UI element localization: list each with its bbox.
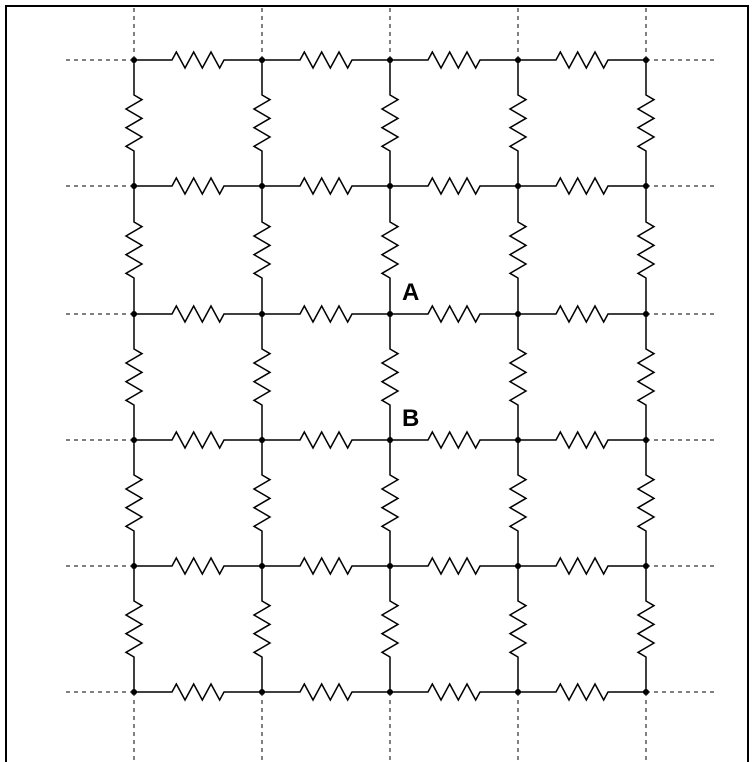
- h-resistor-r0-c0: [134, 50, 262, 70]
- v-resistor-r3-c4: [636, 440, 656, 566]
- h-resistor-r5-c0: [134, 682, 262, 702]
- node-r1-c0: [131, 183, 137, 189]
- dashed-extension-layer: [66, 8, 716, 762]
- node-r0-c1: [259, 57, 265, 63]
- h-resistor-r3-c1: [262, 430, 390, 450]
- node-label-a: A: [402, 279, 419, 306]
- wire-layer: [124, 50, 656, 702]
- node-r3-c3: [515, 437, 521, 443]
- diagram-frame: [5, 5, 749, 762]
- h-resistor-r4-c2: [390, 556, 518, 576]
- node-r4-c1: [259, 563, 265, 569]
- node-r3-c1: [259, 437, 265, 443]
- v-resistor-r4-c1: [252, 566, 272, 692]
- h-resistor-r2-c3: [518, 304, 646, 324]
- node-r5-c0: [131, 689, 137, 695]
- node-r0-c3: [515, 57, 521, 63]
- h-resistor-r5-c1: [262, 682, 390, 702]
- v-resistor-r3-c1: [252, 440, 272, 566]
- node-layer: [131, 57, 649, 695]
- h-resistor-r0-c1: [262, 50, 390, 70]
- h-resistor-r4-c3: [518, 556, 646, 576]
- h-resistor-r1-c3: [518, 176, 646, 196]
- v-resistor-r4-c3: [508, 566, 528, 692]
- h-resistor-r3-c0: [134, 430, 262, 450]
- node-r0-c4: [643, 57, 649, 63]
- h-resistor-r4-c1: [262, 556, 390, 576]
- node-r5-c1: [259, 689, 265, 695]
- node-r3-c4: [643, 437, 649, 443]
- v-resistor-r0-c3: [508, 60, 528, 186]
- node-r4-c2: [387, 563, 393, 569]
- node-r2-c3: [515, 311, 521, 317]
- v-resistor-r2-c1: [252, 314, 272, 440]
- h-resistor-r3-c3: [518, 430, 646, 450]
- h-resistor-r2-c2: [390, 304, 518, 324]
- node-r4-c4: [643, 563, 649, 569]
- h-resistor-r4-c0: [134, 556, 262, 576]
- node-r1-c1: [259, 183, 265, 189]
- v-resistor-r2-c0: [124, 314, 144, 440]
- node-r3-c2: [387, 437, 393, 443]
- node-r5-c3: [515, 689, 521, 695]
- node-r0-c2: [387, 57, 393, 63]
- h-resistor-r1-c0: [134, 176, 262, 196]
- node-r4-c3: [515, 563, 521, 569]
- node-r2-c1: [259, 311, 265, 317]
- h-resistor-r1-c2: [390, 176, 518, 196]
- v-resistor-r1-c1: [252, 186, 272, 314]
- v-resistor-r0-c2: [380, 60, 400, 186]
- h-resistor-r5-c2: [390, 682, 518, 702]
- v-resistor-r2-c3: [508, 314, 528, 440]
- h-resistor-r0-c3: [518, 50, 646, 70]
- node-r2-c4: [643, 311, 649, 317]
- h-resistor-r3-c2: [390, 430, 518, 450]
- h-resistor-r1-c1: [262, 176, 390, 196]
- v-resistor-r4-c0: [124, 566, 144, 692]
- node-label-b: B: [402, 405, 419, 432]
- v-resistor-r1-c4: [636, 186, 656, 314]
- v-resistor-r0-c1: [252, 60, 272, 186]
- node-r2-c0: [131, 311, 137, 317]
- h-resistor-r2-c0: [134, 304, 262, 324]
- h-resistor-r2-c1: [262, 304, 390, 324]
- v-resistor-r1-c0: [124, 186, 144, 314]
- node-r2-c2: [387, 311, 393, 317]
- v-resistor-r0-c4: [636, 60, 656, 186]
- v-resistor-r4-c4: [636, 566, 656, 692]
- v-resistor-r1-c2: [380, 186, 400, 314]
- v-resistor-r3-c2: [380, 440, 400, 566]
- h-resistor-r0-c2: [390, 50, 518, 70]
- node-r5-c4: [643, 689, 649, 695]
- node-r0-c0: [131, 57, 137, 63]
- h-resistor-r5-c3: [518, 682, 646, 702]
- node-r5-c2: [387, 689, 393, 695]
- node-r4-c0: [131, 563, 137, 569]
- v-resistor-r3-c3: [508, 440, 528, 566]
- node-r1-c4: [643, 183, 649, 189]
- v-resistor-r2-c4: [636, 314, 656, 440]
- node-r3-c0: [131, 437, 137, 443]
- v-resistor-r1-c3: [508, 186, 528, 314]
- v-resistor-r3-c0: [124, 440, 144, 566]
- v-resistor-r0-c0: [124, 60, 144, 186]
- node-r1-c3: [515, 183, 521, 189]
- node-r1-c2: [387, 183, 393, 189]
- v-resistor-r4-c2: [380, 566, 400, 692]
- v-resistor-r2-c2: [380, 314, 400, 440]
